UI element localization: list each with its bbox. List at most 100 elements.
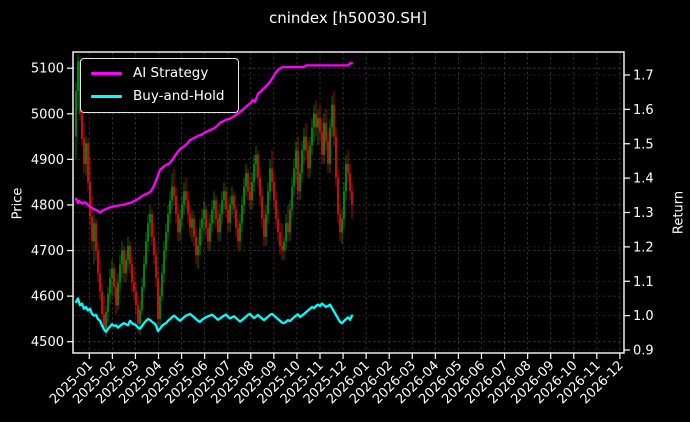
- candle-body: [283, 241, 285, 251]
- candle-body: [311, 127, 313, 146]
- candle-body: [137, 305, 139, 324]
- candle-body: [229, 204, 231, 224]
- buy-and-hold-line-swatch: [91, 94, 122, 99]
- candle-body: [237, 227, 239, 242]
- candle-body: [219, 214, 221, 233]
- candle-body: [225, 191, 227, 210]
- candle-body: [209, 223, 211, 242]
- candle-body: [173, 186, 175, 196]
- candle-body: [171, 186, 173, 201]
- candle-body: [293, 168, 295, 187]
- candle-body: [337, 177, 339, 215]
- candle-body: [345, 163, 347, 192]
- ai-strategy-line-swatch: [91, 71, 122, 76]
- candle-body: [129, 245, 131, 265]
- candle-body: [285, 223, 287, 242]
- legend-item-ai-strategy: AI Strategy: [91, 66, 224, 81]
- candle-body: [141, 287, 143, 310]
- candle-body: [279, 232, 281, 246]
- candle-body: [105, 312, 107, 329]
- candle-body: [267, 191, 269, 215]
- candle-body: [195, 236, 197, 256]
- candle-body: [157, 277, 159, 319]
- candle-body: [297, 150, 299, 192]
- candle-body: [145, 241, 147, 265]
- candle-body: [165, 232, 167, 251]
- price-tick-label: 5100: [31, 62, 64, 77]
- candle-body: [305, 136, 307, 151]
- candle-body: [133, 282, 135, 292]
- candle-body: [169, 200, 171, 215]
- candle-body: [93, 223, 95, 242]
- legend-label-buy-and-hold: Buy-and-Hold: [133, 88, 225, 104]
- candle-body: [253, 163, 255, 183]
- candle-body: [263, 218, 265, 237]
- candle-body: [187, 200, 189, 215]
- candle-body: [235, 209, 237, 228]
- candle-body: [87, 143, 89, 183]
- candle-body: [77, 61, 79, 91]
- candle-body: [217, 218, 219, 233]
- candle-body: [185, 191, 187, 201]
- candle-body: [325, 122, 327, 142]
- candle-body: [223, 191, 225, 201]
- candle-body: [147, 223, 149, 242]
- candle-body: [103, 314, 105, 329]
- candle-body: [197, 245, 199, 256]
- candle-body: [183, 191, 185, 205]
- candle-body: [301, 150, 303, 174]
- candle-body: [109, 277, 111, 294]
- candle-body: [91, 216, 93, 242]
- candle-body: [175, 195, 177, 215]
- candle-body: [303, 136, 305, 151]
- price-tick-label: 4600: [31, 290, 64, 305]
- candle-body: [241, 204, 243, 224]
- candle-body: [233, 195, 235, 210]
- candle-body: [231, 195, 233, 205]
- candle-body: [261, 195, 263, 219]
- candle-body: [343, 191, 345, 219]
- ai-strategy-line: [74, 62, 354, 214]
- candle-body: [317, 118, 319, 128]
- candle-body: [215, 200, 217, 219]
- candle-body: [99, 273, 101, 292]
- candle-body: [189, 214, 191, 228]
- candle-body: [203, 209, 205, 219]
- return-tick-label: 1.6: [633, 103, 654, 118]
- candle-body: [79, 61, 81, 114]
- candle-body: [259, 177, 261, 196]
- candle-body: [127, 245, 129, 260]
- candle-body: [243, 186, 245, 205]
- candle-body: [323, 122, 325, 155]
- return-tick-label: 1.1: [633, 275, 654, 290]
- candle-body: [75, 90, 77, 137]
- return-tick-label: 1.4: [633, 172, 654, 187]
- candle-body: [167, 214, 169, 233]
- return-axis-label: Return: [671, 190, 687, 235]
- candle-body: [309, 145, 311, 169]
- plot-border: [72, 51, 625, 354]
- candle-body: [143, 264, 145, 287]
- candle-body: [277, 218, 279, 233]
- candle-body: [119, 264, 121, 283]
- candle-body: [135, 291, 137, 306]
- candle-body: [151, 214, 153, 237]
- legend-item-buy-and-hold: Buy-and-Hold: [91, 89, 224, 104]
- candle-body: [191, 218, 193, 228]
- candle-body: [211, 209, 213, 224]
- legend-label-ai-strategy: AI Strategy: [133, 65, 209, 81]
- candle-body: [313, 113, 315, 128]
- candle-body: [205, 209, 207, 228]
- candle-body: [299, 173, 301, 192]
- candle-body: [131, 264, 133, 283]
- return-tick-label: 0.9: [633, 344, 654, 359]
- price-tick-label: 4900: [31, 153, 64, 168]
- candle-body: [113, 268, 115, 287]
- candle-body: [287, 223, 289, 233]
- candle-body: [291, 186, 293, 210]
- candle-body: [347, 163, 349, 174]
- candle-body: [239, 223, 241, 242]
- price-axis-label: Price: [10, 187, 26, 220]
